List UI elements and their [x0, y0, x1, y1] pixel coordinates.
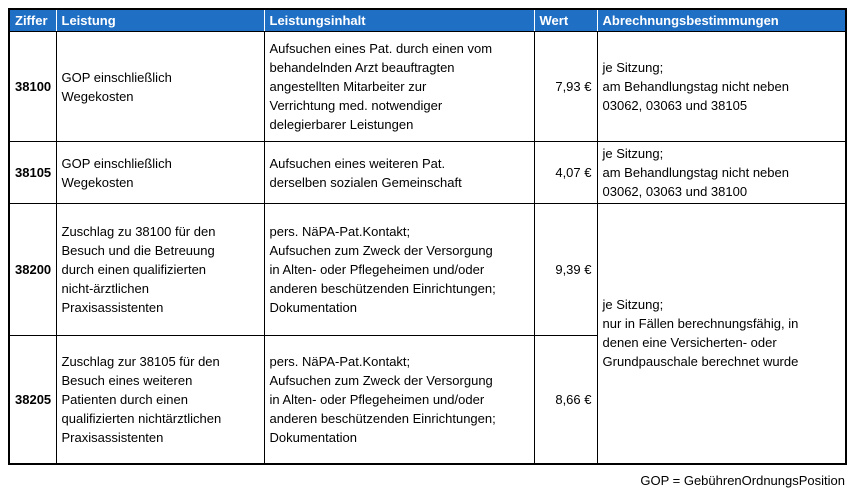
- gop-fee-table: Ziffer Leistung Leistungsinhalt Wert Abr…: [8, 8, 847, 465]
- col-header-wert: Wert: [533, 8, 598, 32]
- cell-bestimmungen: je Sitzung; am Behandlungstag nicht nebe…: [596, 31, 847, 142]
- table-row-38105: 38105 GOP einschließlich Wegekosten Aufs…: [8, 141, 847, 204]
- cell-leistung: Zuschlag zur 38105 für den Besuch eines …: [55, 335, 265, 464]
- cell-ziffer: 38205: [8, 335, 57, 464]
- cell-leistungsinhalt: Aufsuchen eines weiteren Pat. derselben …: [263, 141, 535, 204]
- cell-bestimmungen-merged: je Sitzung; nur in Fällen berechnungsfäh…: [596, 203, 847, 464]
- cell-ziffer: 38200: [8, 203, 57, 336]
- cell-leistungsinhalt: Aufsuchen eines Pat. durch einen vom beh…: [263, 31, 535, 142]
- cell-ziffer: 38100: [8, 31, 57, 142]
- cell-wert: 9,39 €: [533, 203, 598, 336]
- cell-leistung: GOP einschließlich Wegekosten: [55, 31, 265, 142]
- cell-wert: 7,93 €: [533, 31, 598, 142]
- cell-leistungsinhalt: pers. NäPA-Pat.Kontakt; Aufsuchen zum Zw…: [263, 203, 535, 336]
- col-header-abrechnungsbestimmungen: Abrechnungsbestimmungen: [596, 8, 847, 32]
- cell-wert: 8,66 €: [533, 335, 598, 464]
- footnote-gop-abbreviation: GOP = GebührenOrdnungsPosition: [640, 472, 845, 488]
- table-row-38100: 38100 GOP einschließlich Wegekosten Aufs…: [8, 31, 847, 142]
- col-header-ziffer: Ziffer: [8, 8, 57, 32]
- cell-leistungsinhalt: pers. NäPA-Pat.Kontakt; Aufsuchen zum Zw…: [263, 335, 535, 464]
- cell-bestimmungen: je Sitzung; am Behandlungstag nicht nebe…: [596, 141, 847, 204]
- cell-ziffer: 38105: [8, 141, 57, 204]
- cell-leistung: Zuschlag zu 38100 für den Besuch und die…: [55, 203, 265, 336]
- cell-wert: 4,07 €: [533, 141, 598, 204]
- cell-leistung: GOP einschließlich Wegekosten: [55, 141, 265, 204]
- header-row: Ziffer Leistung Leistungsinhalt Wert Abr…: [8, 8, 847, 32]
- col-header-leistung: Leistung: [55, 8, 265, 32]
- table-row-38200: 38200 Zuschlag zu 38100 für den Besuch u…: [8, 203, 847, 464]
- table-row-38205: 38205 Zuschlag zur 38105 für den Besuch …: [8, 335, 846, 464]
- col-header-leistungsinhalt: Leistungsinhalt: [263, 8, 535, 32]
